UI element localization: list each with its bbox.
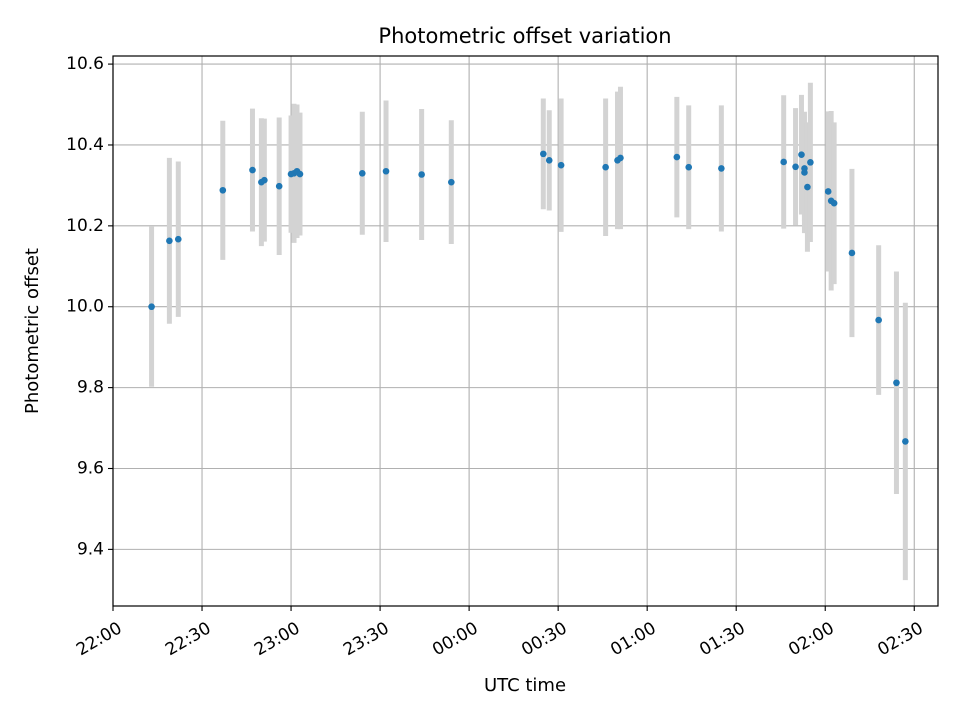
- y-tick-label: 9.4: [77, 539, 104, 559]
- data-point: [804, 183, 811, 191]
- data-point: [602, 163, 609, 171]
- data-point: [219, 186, 227, 194]
- data-point: [673, 153, 681, 161]
- data-point: [261, 176, 268, 184]
- chart-title: Photometric offset variation: [378, 24, 671, 48]
- data-point: [617, 154, 624, 162]
- data-point: [685, 163, 693, 171]
- data-point: [148, 303, 155, 311]
- y-tick-label: 10.0: [66, 297, 104, 317]
- y-tick-label: 9.6: [77, 459, 104, 479]
- data-point: [358, 169, 366, 177]
- x-axis-title: UTC time: [484, 675, 566, 696]
- y-tick-label: 10.4: [66, 135, 104, 155]
- y-tick-label: 10.2: [66, 216, 104, 236]
- data-point: [801, 169, 808, 176]
- data-point: [792, 163, 799, 171]
- data-point: [418, 171, 425, 178]
- data-point: [780, 158, 787, 166]
- data-point: [545, 157, 553, 164]
- data-point: [448, 178, 455, 186]
- data-point: [798, 151, 805, 158]
- y-axis-title: Photometric offset: [22, 248, 43, 414]
- data-point: [807, 159, 814, 166]
- y-tick-label: 10.6: [66, 54, 104, 74]
- data-point: [296, 170, 304, 178]
- data-point: [166, 237, 173, 245]
- data-point: [382, 167, 390, 175]
- data-point: [824, 188, 832, 195]
- plot-frame: [112, 55, 939, 607]
- data-point: [718, 165, 725, 172]
- grid: [112, 56, 938, 606]
- y-axis-ticks: 9.4 9.6 9.8 10.0 10.2 10.4 10.6: [66, 54, 113, 559]
- data-point: [249, 166, 256, 174]
- data-point: [893, 379, 900, 387]
- data-point: [540, 150, 547, 158]
- data-point: [557, 161, 565, 169]
- data-point: [174, 235, 182, 243]
- data-point: [848, 249, 856, 257]
- data-point: [875, 316, 882, 324]
- data-point: [275, 182, 283, 190]
- data-point: [830, 199, 838, 207]
- y-tick-label: 9.8: [77, 378, 104, 398]
- data-points: [148, 150, 909, 445]
- data-point: [902, 438, 909, 445]
